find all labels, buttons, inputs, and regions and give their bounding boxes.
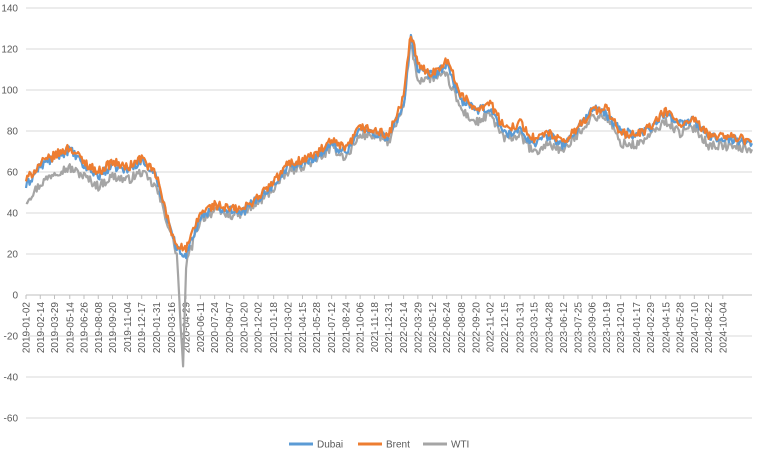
x-axis: 2019-01-02 2019-02-14 2019-03-29 2019-05-14… [22, 295, 729, 354]
x-tick-label: 2024-10-04 [718, 302, 729, 354]
x-tick-label: 2022-05-12 [428, 302, 439, 354]
legend-label-brent: Brent [386, 440, 410, 451]
series-line-wti [25, 44, 754, 368]
x-tick-label: 2024-07-10 [690, 302, 701, 354]
legend: Dubai Brent WTI [289, 440, 469, 451]
x-tick-label: 2021-11-18 [370, 302, 381, 353]
x-tick-label: 2021-03-02 [283, 302, 294, 354]
x-tick-label: 2019-08-08 [94, 302, 105, 354]
x-tick-label: 2020-01-31 [152, 302, 163, 354]
x-tick-label: 2022-03-29 [413, 302, 424, 354]
x-tick-label: 2019-03-29 [50, 302, 61, 354]
x-tick-label: 2020-04-29 [182, 302, 193, 354]
y-tick-label: -20 [4, 332, 19, 343]
x-tick-label: 2022-02-14 [399, 302, 410, 354]
gridlines [26, 7, 752, 419]
x-tick-label: 2022-09-20 [471, 302, 482, 354]
x-tick-label: 2020-12-02 [254, 302, 265, 354]
y-tick-label: 40 [7, 209, 19, 220]
x-tick-label: 2019-01-02 [22, 302, 33, 354]
y-tick-label: 0 [12, 291, 18, 302]
x-tick-label: 2020-09-07 [225, 302, 236, 354]
x-tick-label: 2021-07-12 [327, 302, 338, 354]
x-tick-label: 2023-12-01 [616, 302, 627, 354]
x-tick-label: 2023-01-31 [515, 302, 526, 354]
y-tick-label: -40 [4, 373, 19, 384]
x-tick-label: 2022-06-24 [442, 302, 453, 354]
x-tick-label: 2024-04-15 [661, 302, 672, 354]
x-tick-label: 2024-02-29 [646, 302, 657, 354]
x-tick-label: 2021-01-18 [269, 302, 280, 354]
x-tick-label: 2020-07-24 [210, 302, 221, 354]
x-tick-label: 2019-02-14 [36, 302, 47, 354]
y-axis: -60 -40 -20 0 20 40 60 80 100 120 140 [1, 4, 18, 425]
x-tick-label: 2024-08-22 [704, 302, 715, 354]
x-tick-label: 2020-03-16 [167, 302, 178, 354]
x-tick-label: 2023-07-25 [573, 302, 584, 354]
x-tick-label: 2021-12-31 [384, 302, 395, 354]
series-lines [24, 33, 754, 368]
y-tick-label: 100 [1, 86, 18, 97]
x-tick-label: 2023-04-28 [544, 302, 555, 354]
x-tick-label: 2019-06-26 [80, 302, 91, 354]
x-tick-label: 2020-06-11 [196, 302, 207, 353]
x-tick-label: 2022-11-02 [486, 302, 497, 353]
x-tick-label: 2019-12-17 [137, 302, 148, 354]
x-tick-label: 2021-08-24 [341, 302, 352, 354]
y-tick-label: 20 [7, 250, 19, 261]
x-tick-label: 2019-09-20 [108, 302, 119, 354]
x-tick-label: 2023-06-12 [559, 302, 570, 354]
y-tick-label: 80 [7, 127, 19, 138]
y-tick-label: 120 [1, 45, 18, 56]
x-tick-label: 2022-12-15 [500, 302, 511, 354]
y-tick-label: -60 [4, 414, 19, 425]
series-line-dubai [24, 33, 753, 260]
x-tick-label: 2021-05-28 [312, 302, 323, 354]
x-tick-label: 2022-08-08 [457, 302, 468, 354]
x-tick-label: 2020-10-20 [239, 302, 250, 354]
y-tick-label: 60 [7, 168, 19, 179]
x-tick-label: 2019-11-04 [123, 302, 134, 353]
x-tick-label: 2024-05-28 [676, 302, 687, 354]
x-tick-label: 2023-10-19 [602, 302, 613, 354]
legend-label-wti: WTI [451, 440, 469, 451]
y-tick-label: 140 [1, 4, 18, 15]
series-line-brent [24, 35, 753, 253]
x-tick-label: 2021-10-06 [356, 302, 367, 354]
x-tick-label: 2023-09-06 [588, 302, 599, 354]
x-tick-label: 2021-04-15 [298, 302, 309, 354]
x-tick-label: 2019-05-14 [65, 302, 76, 354]
legend-label-dubai: Dubai [317, 440, 343, 451]
x-tick-label: 2023-03-15 [530, 302, 541, 354]
x-tick-label: 2024-01-17 [632, 302, 643, 354]
